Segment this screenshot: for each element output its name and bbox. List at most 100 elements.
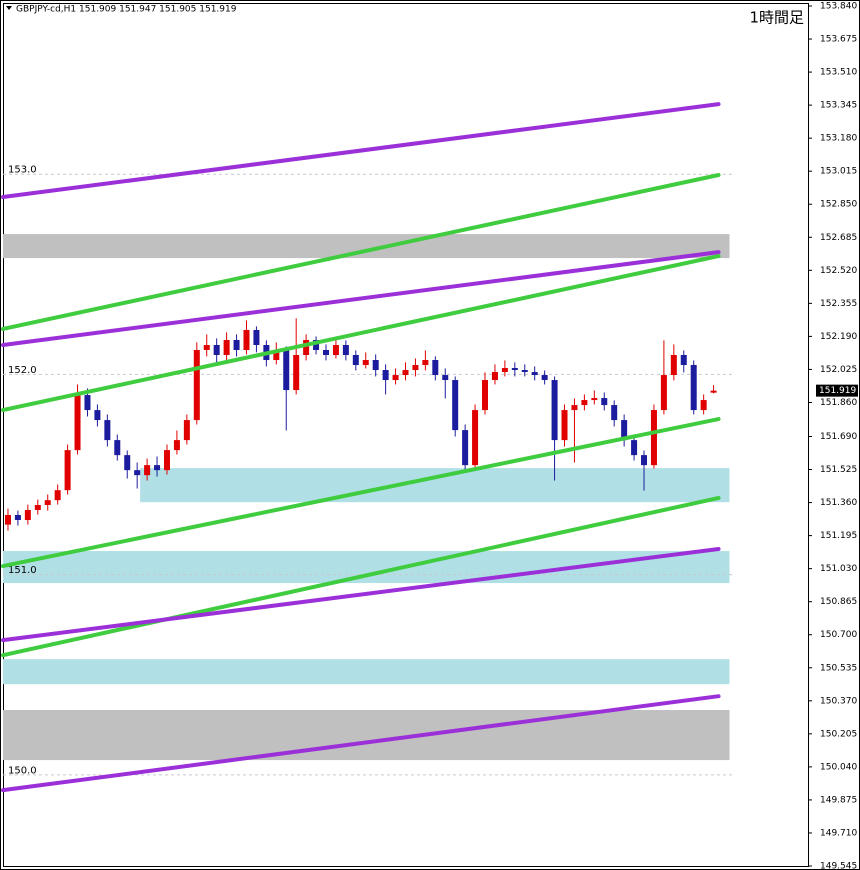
y-tick-label: 152.685 [820,233,857,243]
y-tick-label: 152.520 [820,266,857,276]
candle-body [482,380,489,411]
candle-body [124,455,131,471]
candle-body [183,420,190,441]
candle-body [561,410,568,441]
trend-line [1,694,721,793]
candle-body [581,400,588,406]
candle-body [660,375,667,411]
plot: 153.0 152.0 151.0 150.0 [1,102,735,793]
y-tick-label: 151.860 [820,398,857,408]
level-label: 152.0 [8,365,37,376]
candle-body [531,372,538,376]
candle-body [213,344,220,356]
candle-body [551,380,558,441]
candle-body [144,465,151,476]
candle-body [491,372,498,381]
candle-body [14,514,21,520]
candle-body [233,339,240,350]
candle-body [710,390,717,393]
candle-body [303,339,310,356]
last-price-label: 151.919 [819,386,856,396]
y-tick-label: 150.370 [820,696,857,706]
candle-body [243,329,250,350]
candle-body [54,490,61,501]
y-tick-label: 151.360 [820,498,857,508]
candle-body [591,398,598,401]
chart-title: 1時間足 [749,9,804,27]
candle-body [44,500,51,505]
candle-body [611,405,618,421]
trend-line [1,102,721,200]
candle-body [64,450,71,491]
zone [3,659,730,685]
candle-body [521,370,528,373]
trend-line [1,172,721,331]
candle-body [472,410,479,466]
y-tick-label: 149.710 [820,828,857,838]
candle-body [84,395,91,411]
y-tick-label: 151.690 [820,432,857,442]
y-tick-label: 152.025 [820,365,857,375]
candle-body [432,360,439,376]
candle-body [283,350,290,391]
candle-body [352,355,359,366]
candle-body [24,509,31,520]
y-tick-label: 153.345 [820,101,857,111]
candle-body [94,410,101,421]
y-tick-label: 152.190 [820,332,857,342]
candle-body [253,329,260,345]
level-label: 153.0 [8,165,37,176]
candle-body [442,375,449,381]
candle-body [462,430,469,466]
zone [3,234,730,259]
y-tick-label: 150.535 [820,663,857,673]
candle-body [223,339,230,356]
candle-body [641,455,648,466]
candle-body [332,344,339,356]
candle-body [342,344,349,356]
last-price-box [816,384,858,397]
candle-body [134,470,141,476]
candle-body [163,450,170,471]
candle-body [392,375,399,381]
trend-line [1,254,721,413]
y-tick-label: 153.180 [820,134,857,144]
candle-body [74,395,81,451]
y-tick-label: 153.675 [820,35,857,45]
candle-body [154,465,161,471]
candle-body [193,350,200,421]
y-tick-label: 149.545 [820,862,857,870]
candle-body [372,360,379,371]
y-tick-label: 153.015 [820,167,857,177]
candle-body [382,370,389,381]
candle-body [422,360,429,366]
y-tick-label: 150.040 [820,762,857,772]
level-label: 150.0 [8,765,37,776]
candle-body [452,380,459,431]
y-tick-label: 153.840 [820,2,857,12]
trend-line [1,495,721,658]
candle-body [402,370,409,376]
trend-line [1,417,721,569]
y-tick-label: 150.205 [820,729,857,739]
y-tick-label: 151.195 [820,531,857,541]
candle-body [322,350,329,356]
y-tick-label: 153.510 [820,68,857,78]
candle-body [293,355,300,391]
y-tick-label: 151.030 [820,564,857,574]
y-tick-label: 149.875 [820,795,857,805]
menu-icon [6,6,12,10]
candle-body [412,365,419,371]
y-tick-label: 150.700 [820,630,857,640]
candle-body [690,365,697,411]
candle-body [34,504,41,510]
candle-body [511,368,518,371]
candle-body [680,355,687,366]
y-tick-label: 152.355 [820,299,857,309]
candle-body [621,420,628,441]
level-label: 151.0 [8,565,37,576]
plot-border [3,3,809,867]
candle-body [700,400,707,411]
candle-body [114,440,121,456]
